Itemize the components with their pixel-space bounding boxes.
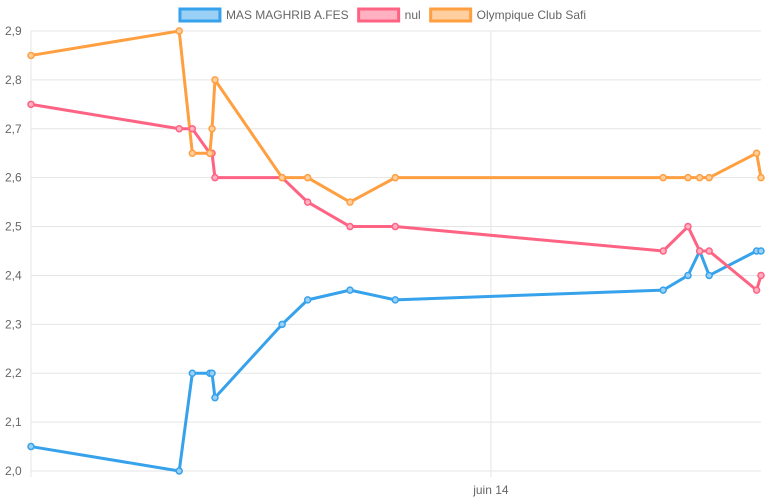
data-point[interactable] [175, 467, 183, 475]
data-point[interactable] [752, 286, 761, 294]
data-point[interactable] [206, 149, 214, 157]
data-point[interactable] [695, 173, 704, 182]
data-point[interactable] [208, 369, 216, 377]
data-point[interactable] [346, 222, 354, 231]
x-tick-label: juin 14 [472, 483, 509, 497]
data-point[interactable] [188, 125, 197, 133]
data-point[interactable] [303, 198, 312, 206]
data-point[interactable] [684, 173, 692, 182]
y-tick-label: 2,5 [5, 220, 22, 234]
y-tick-label: 2,9 [5, 24, 22, 38]
legend-item[interactable]: MAS MAGHRIB A.FES [178, 7, 349, 23]
y-tick-label: 2,3 [5, 317, 22, 331]
legend-swatch [178, 7, 222, 23]
data-point[interactable] [705, 271, 713, 280]
legend-item[interactable]: Olympique Club Safi [429, 7, 586, 23]
data-point[interactable] [188, 149, 197, 157]
data-point[interactable] [705, 173, 713, 182]
data-point[interactable] [346, 286, 354, 294]
data-point[interactable] [757, 271, 765, 280]
y-tick-label: 2,8 [5, 73, 22, 87]
legend-label: Olympique Club Safi [477, 8, 586, 22]
legend-swatch [429, 7, 473, 23]
data-point[interactable] [391, 173, 400, 182]
data-point[interactable] [175, 27, 183, 35]
data-point[interactable] [211, 393, 219, 402]
data-point[interactable] [278, 320, 286, 329]
series-lines [27, 27, 765, 475]
y-tick-label: 2,1 [5, 415, 22, 429]
data-point[interactable] [757, 173, 765, 182]
data-point[interactable] [303, 296, 312, 304]
data-point[interactable] [27, 442, 35, 451]
data-point[interactable] [346, 198, 354, 206]
data-point[interactable] [757, 247, 765, 255]
data-point[interactable] [752, 149, 761, 157]
y-tick-label: 2,2 [5, 366, 22, 380]
data-point[interactable] [391, 222, 400, 231]
series-line [30, 102, 763, 292]
data-point[interactable] [659, 247, 667, 255]
data-point[interactable] [188, 369, 197, 377]
legend-label: nul [405, 8, 421, 22]
data-point[interactable] [211, 173, 219, 182]
data-point[interactable] [684, 271, 692, 280]
data-point[interactable] [208, 125, 216, 133]
y-tick-label: 2,0 [5, 464, 22, 478]
legend: MAS MAGHRIB A.FES nul Olympique Club Safi [178, 7, 586, 23]
x-axis: juin 14 [472, 483, 509, 497]
y-tick-label: 2,4 [5, 268, 22, 282]
y-axis: 2,0 2,1 2,2 2,3 2,4 2,5 2,6 2,7 2,8 2,9 [5, 24, 22, 478]
data-point[interactable] [303, 173, 312, 182]
data-point[interactable] [27, 100, 35, 109]
data-point[interactable] [695, 247, 704, 255]
data-point[interactable] [211, 76, 219, 84]
legend-item[interactable]: nul [357, 7, 421, 23]
data-point[interactable] [659, 286, 667, 294]
legend-swatch [357, 7, 401, 23]
legend-label: MAS MAGHRIB A.FES [226, 8, 349, 22]
data-point[interactable] [391, 296, 400, 304]
data-point[interactable] [705, 247, 713, 255]
data-point[interactable] [278, 173, 286, 182]
data-point[interactable] [684, 222, 692, 231]
data-point[interactable] [175, 125, 183, 133]
series-line [30, 249, 761, 473]
grid-lines [30, 30, 761, 477]
y-tick-label: 2,7 [5, 122, 22, 136]
y-tick-label: 2,6 [5, 171, 22, 185]
series-line [30, 29, 763, 204]
data-point[interactable] [27, 51, 35, 60]
data-point[interactable] [659, 173, 667, 182]
